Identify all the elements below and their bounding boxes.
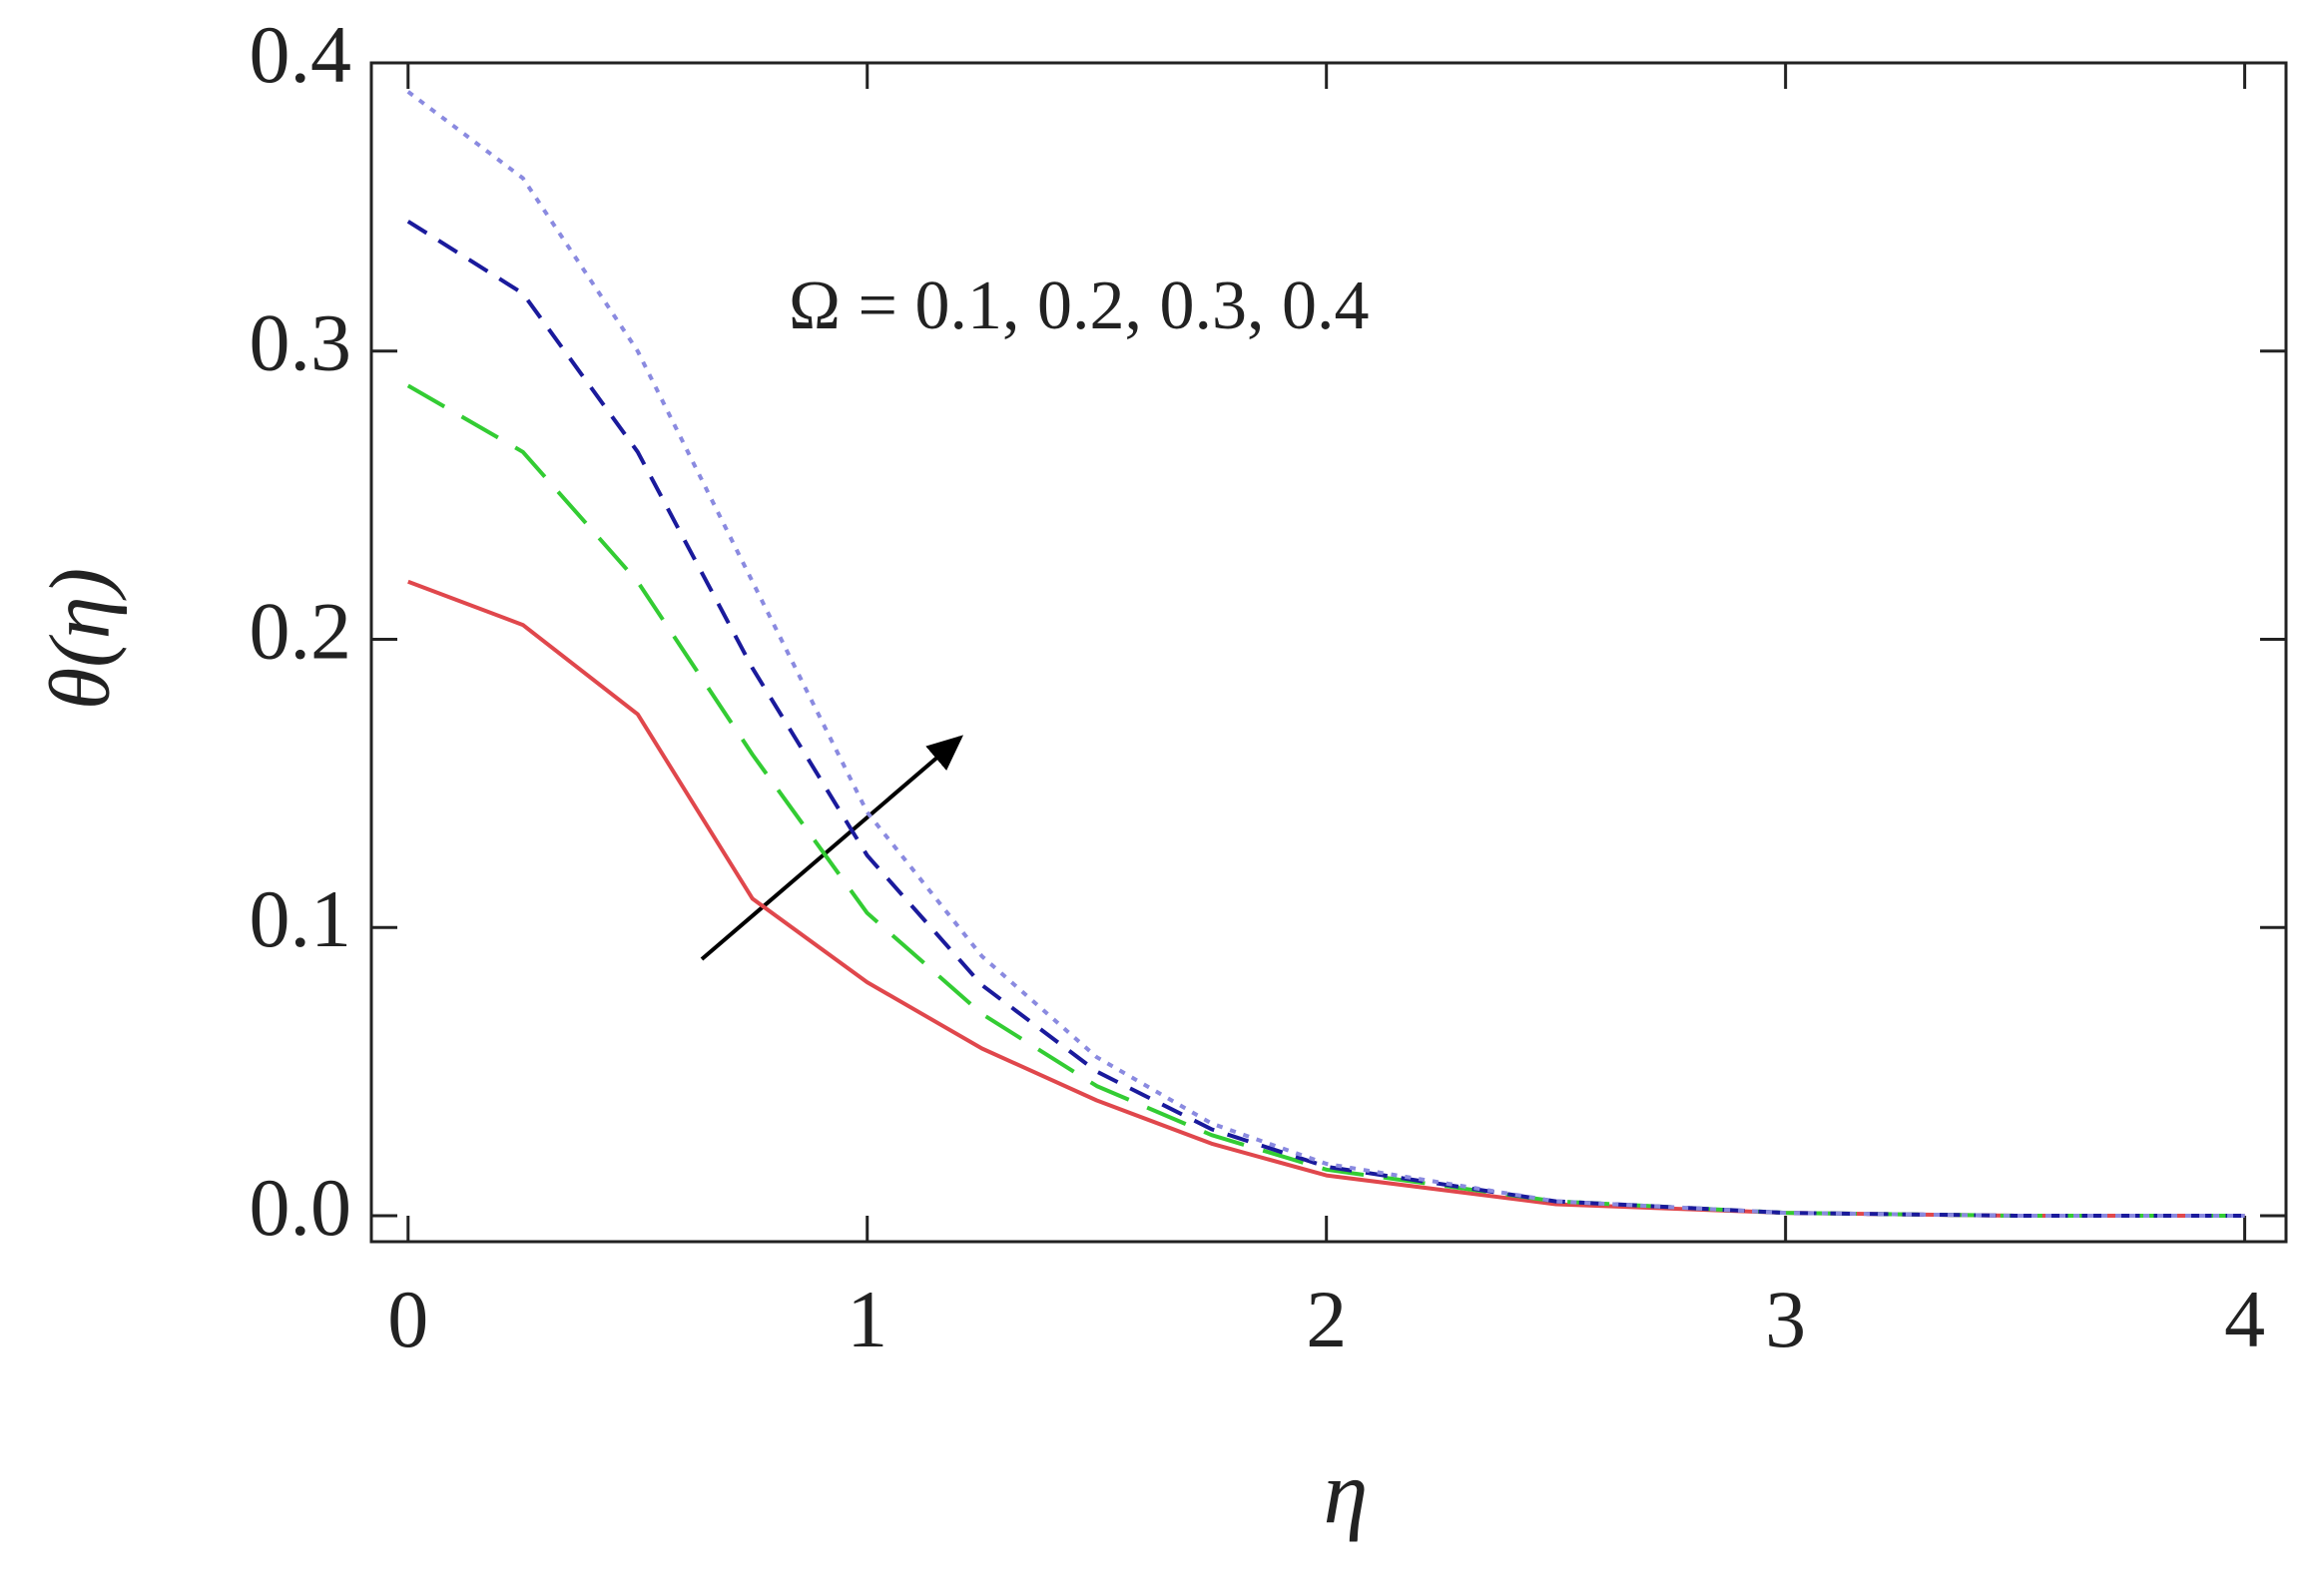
x-axis-label: η (1324, 1444, 1369, 1543)
y-tick-label: 0.0 (250, 1162, 352, 1253)
annotation: Ω = 0.1, 0.2, 0.3, 0.4 (789, 267, 1370, 344)
x-tick-label: 1 (847, 1274, 887, 1364)
y-tick-label: 0.1 (250, 873, 352, 964)
y-tick-label: 0.2 (250, 585, 352, 676)
trend-arrow (700, 735, 964, 961)
data-line (406, 383, 2245, 1218)
x-tick-label: 2 (1306, 1274, 1347, 1364)
x-tick-label: 0 (387, 1274, 428, 1364)
x-tick-label: 3 (1765, 1274, 1806, 1364)
data-line (406, 220, 2245, 1218)
y-tick-label: 0.4 (250, 9, 352, 100)
data-line (406, 90, 2245, 1218)
y-axis-label: θ(η) (32, 568, 128, 710)
data-line (407, 579, 2245, 1218)
plot-frame (369, 61, 2288, 1244)
x-tick-label: 4 (2224, 1274, 2265, 1364)
y-tick-label: 0.3 (250, 297, 352, 388)
